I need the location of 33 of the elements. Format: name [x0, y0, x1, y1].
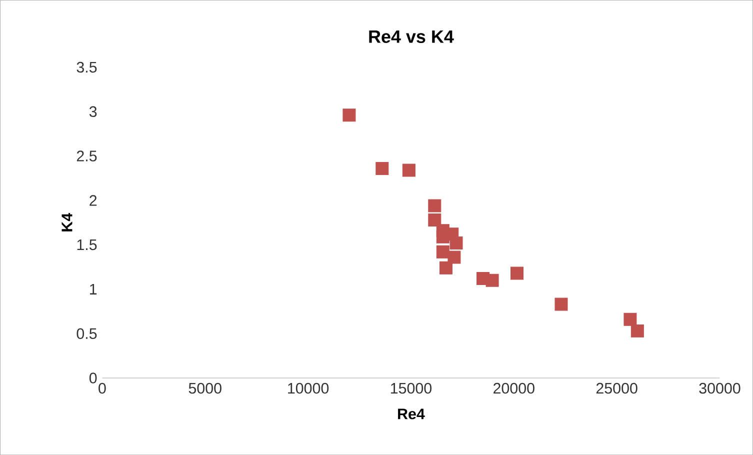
point — [554, 298, 568, 311]
y-tick-label: 3.5 — [76, 62, 97, 73]
y-tick-label: 2.5 — [76, 150, 97, 162]
point — [376, 162, 389, 175]
x-tick-label: 15000 — [390, 382, 432, 394]
y-tick-label: 2 — [90, 195, 97, 206]
point — [402, 164, 416, 177]
point — [486, 274, 499, 287]
y-axis-title: K4 — [62, 212, 72, 232]
point — [630, 324, 644, 338]
point — [436, 230, 450, 244]
y-tick-label: 0 — [89, 372, 97, 384]
y-tick-label: 1 — [90, 284, 97, 294]
x-tick-label: 0 — [98, 382, 106, 394]
point — [342, 108, 356, 122]
y-tick-label: 1.5 — [77, 239, 97, 250]
point — [510, 266, 524, 280]
point — [624, 312, 637, 326]
point — [436, 245, 450, 258]
point — [448, 250, 461, 264]
point — [439, 261, 452, 274]
point — [450, 236, 463, 250]
x-tick-label: 25000 — [596, 382, 638, 394]
y-tick-label: 0.5 — [76, 328, 97, 339]
x-tick-label: 5000 — [188, 382, 222, 394]
point — [428, 199, 442, 212]
y-tick-label: 3 — [89, 106, 97, 117]
chart-title: Re4 vs K4 — [369, 30, 454, 43]
point — [428, 213, 442, 226]
x-tick-label: 10000 — [288, 382, 329, 394]
x-tick-label: 20000 — [494, 382, 534, 394]
x-tick-label: 30000 — [699, 382, 740, 394]
x-axis-title: Re4 — [398, 408, 425, 420]
